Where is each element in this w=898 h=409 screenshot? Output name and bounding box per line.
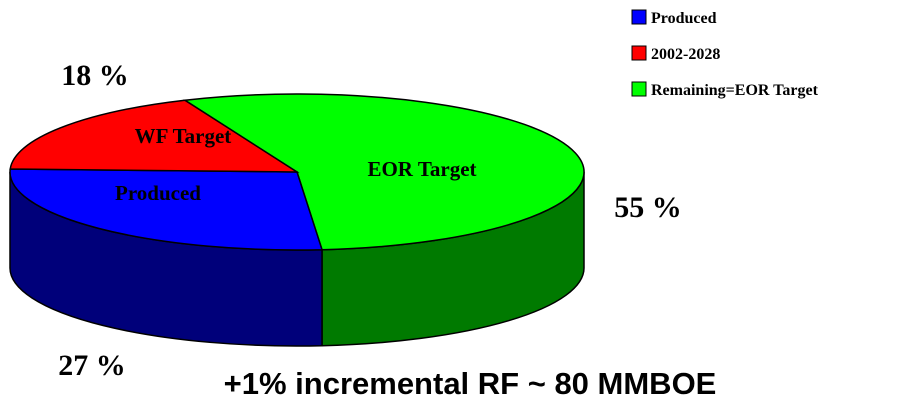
slice-inner-labels: Produced WF Target EOR Target	[115, 124, 477, 205]
slice-value-label: 27 %	[58, 349, 126, 382]
legend-label: Remaining=EOR Target	[651, 82, 819, 99]
pie-slice-2002-2028	[9, 99, 300, 173]
slice-inner-label: Produced	[115, 181, 201, 205]
slice-value-label: 55 %	[614, 191, 682, 224]
legend-swatch	[631, 9, 647, 25]
pie-slice-remaining-eor-target	[182, 93, 585, 251]
slice-inner-label: WF Target	[135, 124, 232, 148]
slice-value-label: 18 %	[61, 59, 129, 92]
slice-inner-label: EOR Target	[367, 157, 476, 181]
pie-top	[9, 93, 585, 251]
legend-swatch	[631, 45, 647, 61]
legend-swatch	[631, 81, 647, 97]
slice-value-labels: 27 % 18 % 55 %	[58, 59, 682, 382]
footer-note: +1% incremental RF ~ 80 MMBOE	[224, 366, 717, 401]
pie-slice-produced	[9, 168, 324, 251]
legend: Produced 2002-2028 Remaining=EOR Target	[631, 9, 819, 99]
legend-label: Produced	[651, 10, 717, 27]
legend-label: 2002-2028	[651, 46, 720, 63]
